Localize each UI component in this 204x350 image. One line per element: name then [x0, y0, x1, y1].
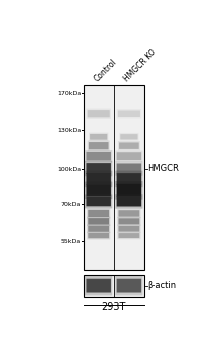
FancyBboxPatch shape [116, 163, 140, 174]
FancyBboxPatch shape [116, 184, 140, 197]
Text: 70kDa: 70kDa [61, 202, 81, 207]
FancyBboxPatch shape [115, 170, 142, 187]
FancyBboxPatch shape [116, 196, 140, 206]
FancyBboxPatch shape [116, 152, 140, 160]
FancyBboxPatch shape [87, 110, 109, 117]
Text: HMGCR: HMGCR [147, 164, 178, 173]
FancyBboxPatch shape [86, 197, 110, 206]
FancyBboxPatch shape [88, 210, 109, 217]
FancyBboxPatch shape [117, 209, 140, 218]
FancyBboxPatch shape [86, 184, 110, 196]
FancyBboxPatch shape [118, 218, 139, 224]
FancyBboxPatch shape [88, 233, 109, 238]
Text: 55kDa: 55kDa [61, 239, 81, 244]
Bar [83, 85, 143, 270]
FancyBboxPatch shape [85, 150, 112, 162]
FancyBboxPatch shape [118, 233, 139, 238]
FancyBboxPatch shape [87, 208, 110, 219]
FancyBboxPatch shape [86, 163, 110, 174]
FancyBboxPatch shape [86, 279, 110, 293]
Text: β-actin: β-actin [147, 281, 176, 290]
FancyBboxPatch shape [115, 161, 142, 176]
FancyBboxPatch shape [86, 108, 110, 119]
Bar [83, 275, 143, 297]
FancyBboxPatch shape [87, 224, 110, 233]
FancyBboxPatch shape [87, 140, 109, 151]
FancyBboxPatch shape [115, 181, 142, 200]
FancyBboxPatch shape [116, 109, 141, 118]
FancyBboxPatch shape [88, 226, 109, 232]
FancyBboxPatch shape [115, 276, 142, 295]
FancyBboxPatch shape [90, 134, 107, 140]
FancyBboxPatch shape [116, 279, 140, 293]
FancyBboxPatch shape [119, 142, 138, 149]
FancyBboxPatch shape [86, 152, 110, 161]
FancyBboxPatch shape [115, 194, 142, 209]
FancyBboxPatch shape [87, 232, 110, 239]
FancyBboxPatch shape [120, 134, 137, 140]
FancyBboxPatch shape [89, 133, 108, 141]
FancyBboxPatch shape [117, 111, 139, 117]
Text: Control: Control [92, 58, 118, 84]
Text: 130kDa: 130kDa [57, 128, 81, 133]
FancyBboxPatch shape [117, 217, 140, 226]
FancyBboxPatch shape [87, 217, 110, 226]
FancyBboxPatch shape [119, 133, 138, 141]
FancyBboxPatch shape [117, 141, 139, 150]
FancyBboxPatch shape [118, 226, 139, 232]
FancyBboxPatch shape [86, 173, 110, 185]
FancyBboxPatch shape [118, 210, 139, 217]
FancyBboxPatch shape [116, 173, 140, 185]
Text: 170kDa: 170kDa [57, 91, 81, 96]
FancyBboxPatch shape [85, 182, 112, 199]
FancyBboxPatch shape [85, 194, 112, 208]
FancyBboxPatch shape [85, 276, 112, 295]
Text: HMGCR KO: HMGCR KO [122, 48, 158, 84]
FancyBboxPatch shape [117, 225, 140, 233]
FancyBboxPatch shape [117, 232, 140, 239]
Text: 293T: 293T [101, 302, 125, 312]
FancyBboxPatch shape [115, 150, 142, 162]
FancyBboxPatch shape [88, 218, 109, 225]
Text: 100kDa: 100kDa [57, 167, 81, 172]
FancyBboxPatch shape [85, 170, 112, 187]
FancyBboxPatch shape [89, 142, 108, 149]
FancyBboxPatch shape [85, 161, 112, 176]
